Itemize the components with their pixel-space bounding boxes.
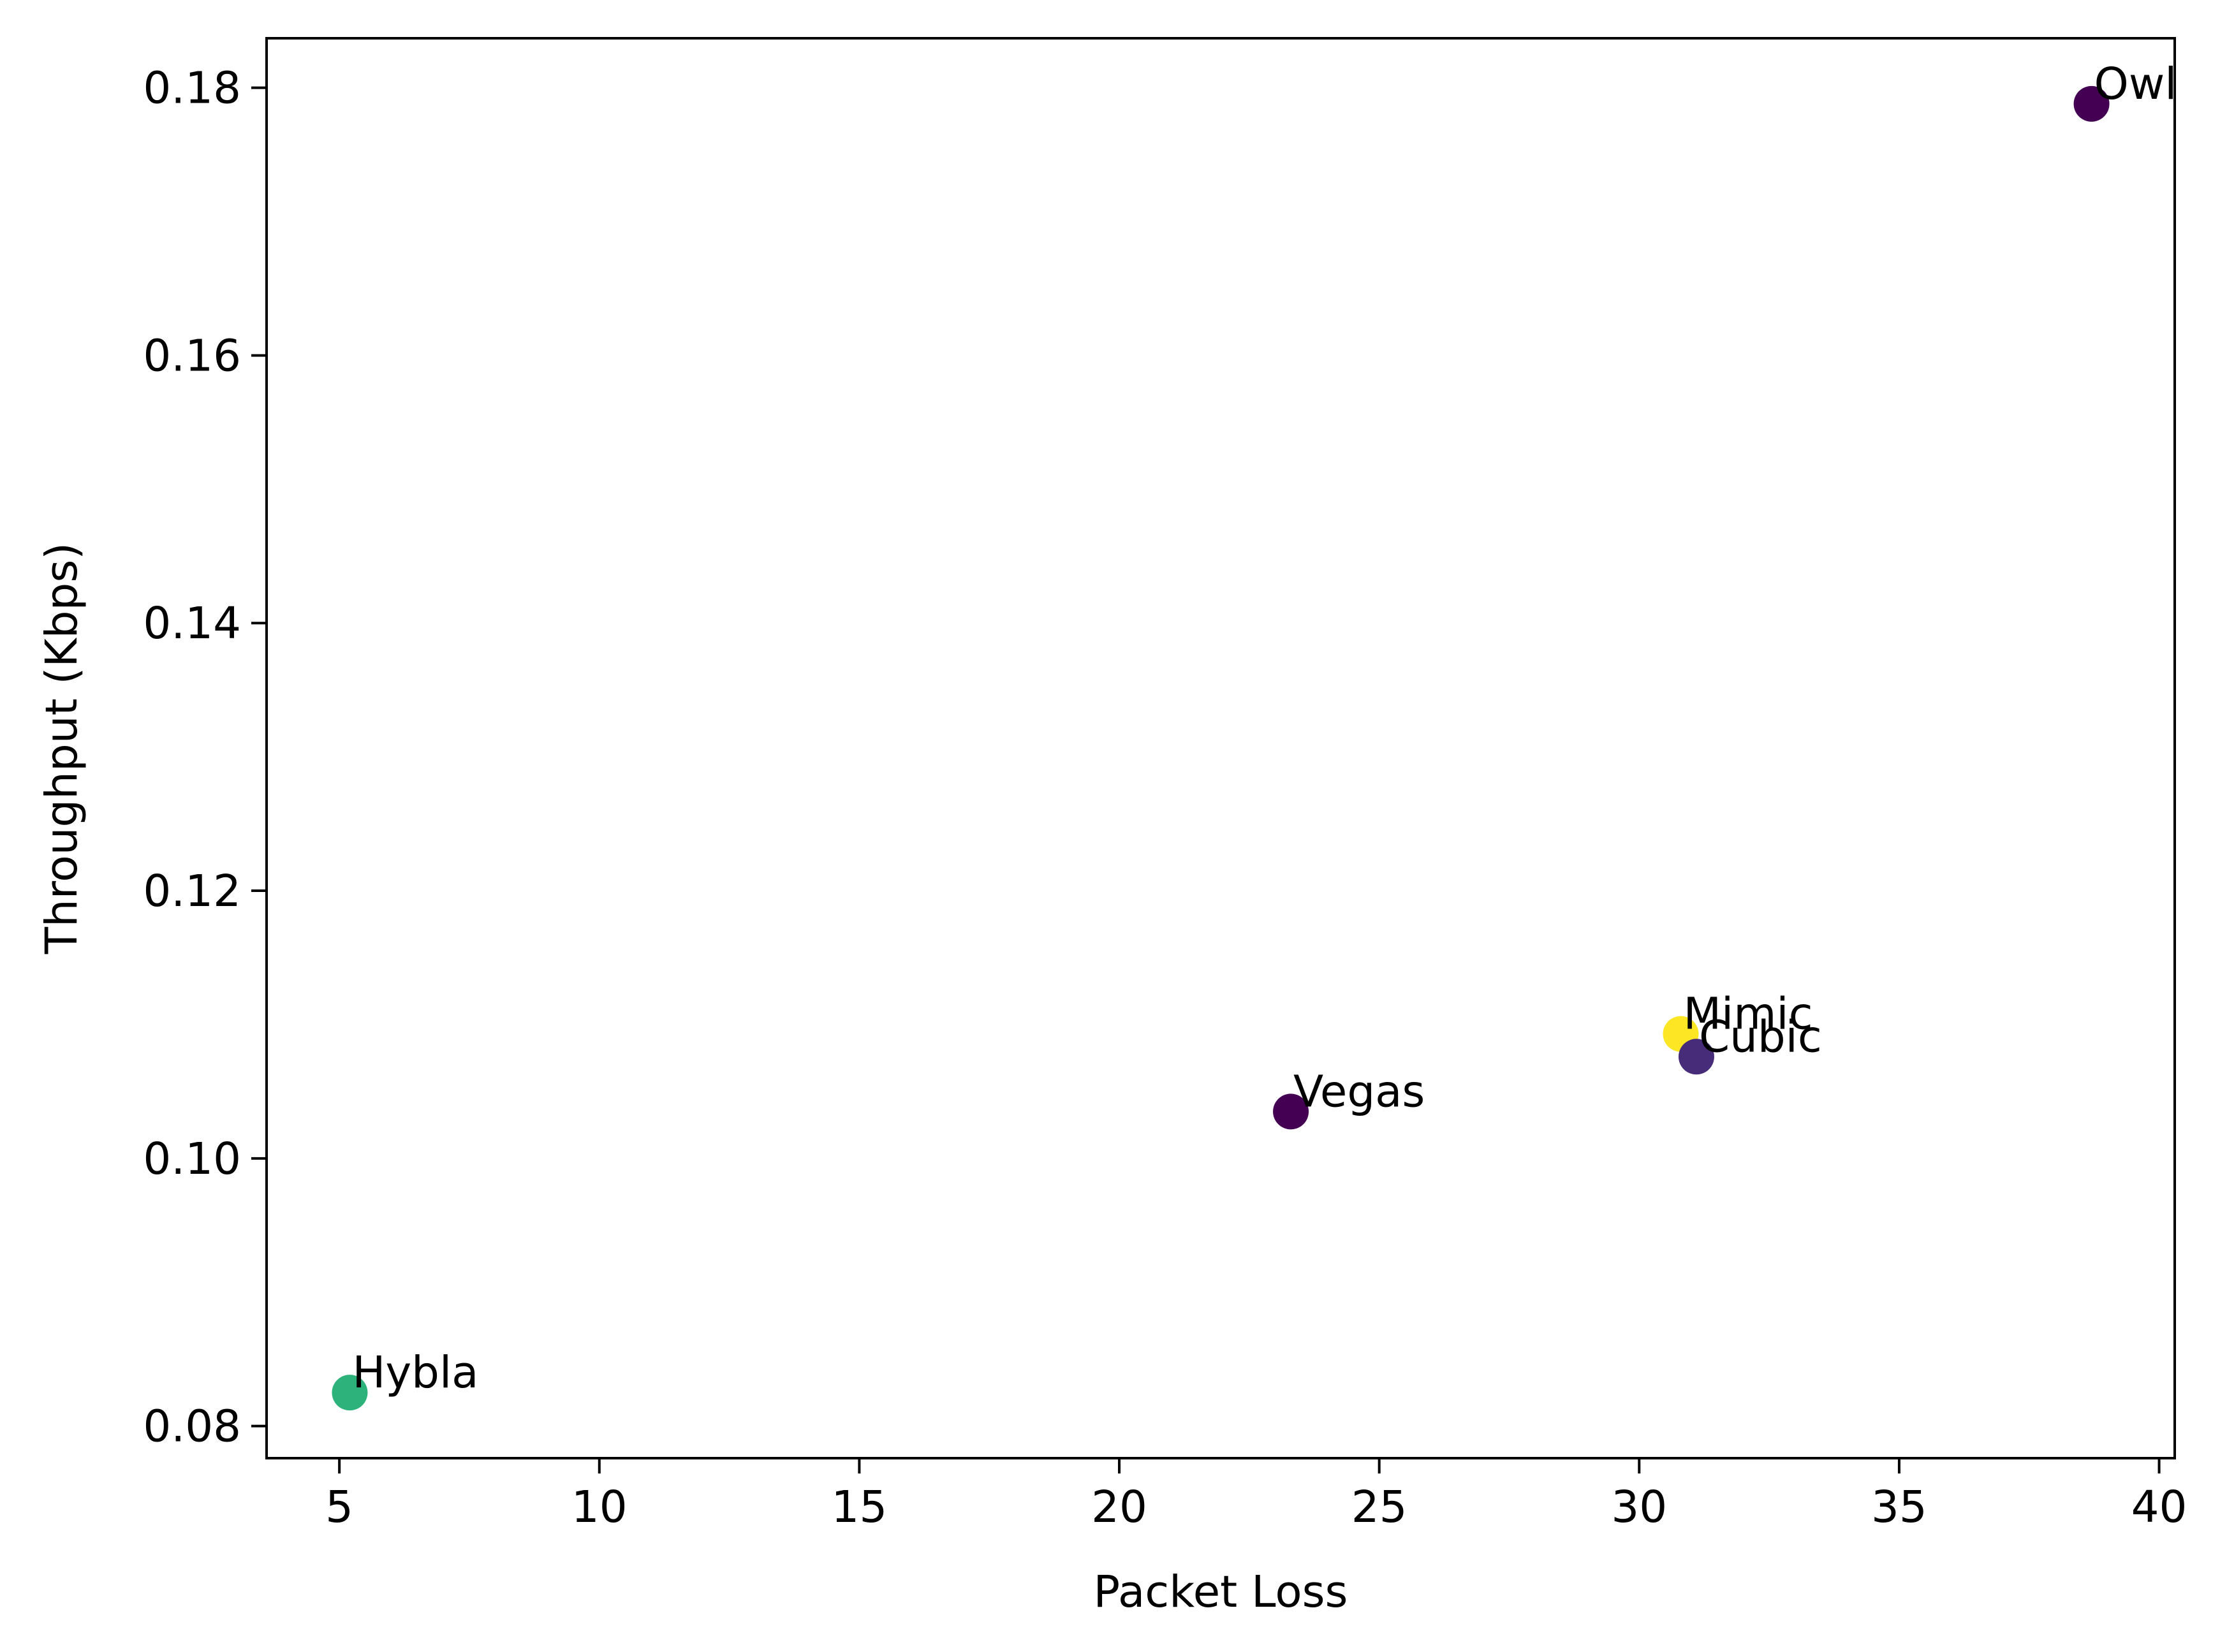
point-label-owl: Owl: [2094, 59, 2177, 110]
x-tick-label: 40: [2131, 1482, 2187, 1533]
y-tick-label: 0.16: [143, 330, 241, 381]
point-label-cubic: Cubic: [1699, 1011, 1822, 1062]
x-tick-label: 15: [831, 1482, 887, 1533]
x-tick-label: 5: [325, 1482, 353, 1533]
x-tick-label: 35: [1871, 1482, 1927, 1533]
data-point-hybla: [332, 1375, 368, 1411]
y-axis-label: Throughput (Kbps): [36, 543, 87, 954]
y-tick-label: 0.10: [143, 1134, 241, 1185]
points-layer: [332, 85, 2110, 1411]
x-axis-label: Packet Loss: [1093, 1567, 1348, 1618]
y-tick-label: 0.18: [143, 63, 241, 114]
point-label-vegas: Vegas: [1293, 1066, 1425, 1117]
y-tick-label: 0.14: [143, 598, 241, 649]
point-label-hybla: Hybla: [352, 1347, 478, 1398]
y-axis: 0.08 0.10 0.12 0.14 0.16 0.18: [143, 63, 267, 1452]
y-tick-label: 0.08: [143, 1401, 241, 1452]
x-tick-label: 10: [571, 1482, 628, 1533]
data-point-vegas: [1273, 1093, 1309, 1130]
x-axis: 5 10 15 20 25 30 35 40: [325, 1458, 2187, 1533]
point-label-mimic: Mimic: [1684, 989, 1813, 1040]
plot-area: [265, 37, 2176, 1459]
plot-frame: [265, 37, 2176, 1459]
data-point-cubic: [1678, 1039, 1714, 1075]
x-tick-label: 30: [1611, 1482, 1667, 1533]
x-tick-label: 25: [1351, 1482, 1408, 1533]
data-point-owl: [2073, 85, 2110, 122]
x-tick-label: 20: [1091, 1482, 1147, 1533]
y-tick-label: 0.12: [143, 866, 241, 917]
